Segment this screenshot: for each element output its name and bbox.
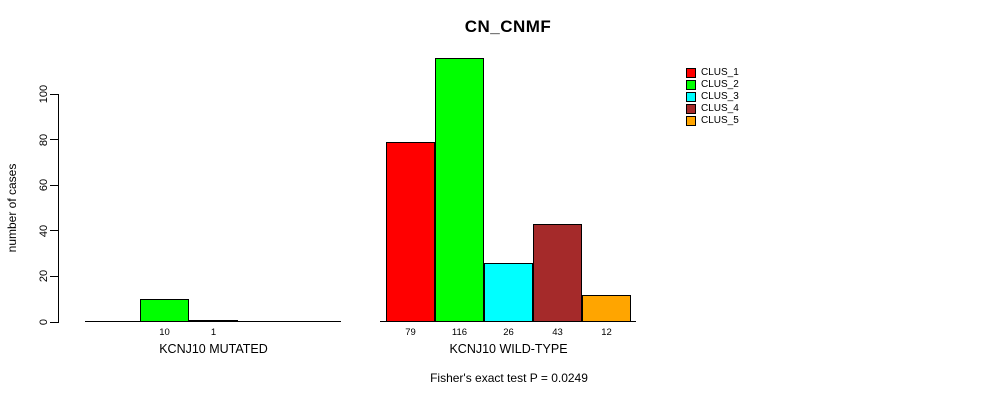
legend-label: CLUS_3	[701, 91, 739, 102]
legend-item: CLUS_5	[686, 115, 739, 127]
x-group-label: KCNJ10 WILD-TYPE	[449, 342, 568, 356]
legend-label: CLUS_2	[701, 79, 739, 90]
legend-item: CLUS_1	[686, 67, 739, 79]
y-axis-tick-label: 60	[38, 179, 50, 192]
legend-item: CLUS_3	[686, 91, 739, 103]
legend-swatch	[686, 68, 696, 78]
legend-swatch	[686, 92, 696, 102]
bar-clus_1	[386, 142, 435, 322]
bar-clus_5	[582, 295, 631, 322]
y-axis-tick	[50, 230, 58, 232]
y-axis-tick-label: 100	[38, 84, 50, 104]
bar-clus_2	[140, 299, 189, 322]
y-axis-tick-label: 80	[38, 133, 50, 146]
bar-value-label: 10	[159, 327, 170, 338]
bar-value-label: 43	[552, 327, 563, 338]
y-axis-line	[58, 94, 59, 323]
bar-value-label: 79	[405, 327, 416, 338]
legend-label: CLUS_5	[701, 115, 739, 126]
bar-clus_4	[533, 224, 582, 322]
y-axis-tick	[50, 184, 58, 186]
legend-swatch	[686, 80, 696, 90]
y-axis-tick	[50, 275, 58, 277]
legend-item: CLUS_4	[686, 103, 739, 115]
bar-clus_3	[484, 263, 533, 322]
y-axis-tick-label: 0	[38, 318, 50, 326]
y-axis-tick	[50, 321, 58, 323]
chart-title: CN_CNMF	[464, 17, 552, 36]
legend: CLUS_1 CLUS_2 CLUS_3 CLUS_4 CLUS_5	[686, 67, 739, 127]
y-axis-label: number of cases	[5, 163, 19, 253]
bar-value-label: 1	[210, 327, 217, 338]
legend-label: CLUS_1	[701, 67, 739, 78]
bar-value-label: 116	[451, 327, 468, 338]
y-axis-tick-label: 20	[38, 270, 50, 283]
y-axis-tick-label: 40	[38, 224, 50, 237]
x-group-label: KCNJ10 MUTATED	[159, 342, 268, 356]
bar-clus_2	[435, 58, 484, 322]
legend-swatch	[686, 116, 696, 126]
bar-clus_3	[189, 320, 238, 322]
bar-value-label: 12	[601, 327, 612, 338]
legend-swatch	[686, 104, 696, 114]
fisher-test-annotation: Fisher's exact test P = 0.0249	[430, 371, 588, 385]
legend-item: CLUS_2	[686, 79, 739, 91]
bar-value-label: 26	[503, 327, 514, 338]
legend-label: CLUS_4	[701, 103, 739, 114]
y-axis-tick	[50, 93, 58, 95]
y-axis-tick	[50, 139, 58, 141]
